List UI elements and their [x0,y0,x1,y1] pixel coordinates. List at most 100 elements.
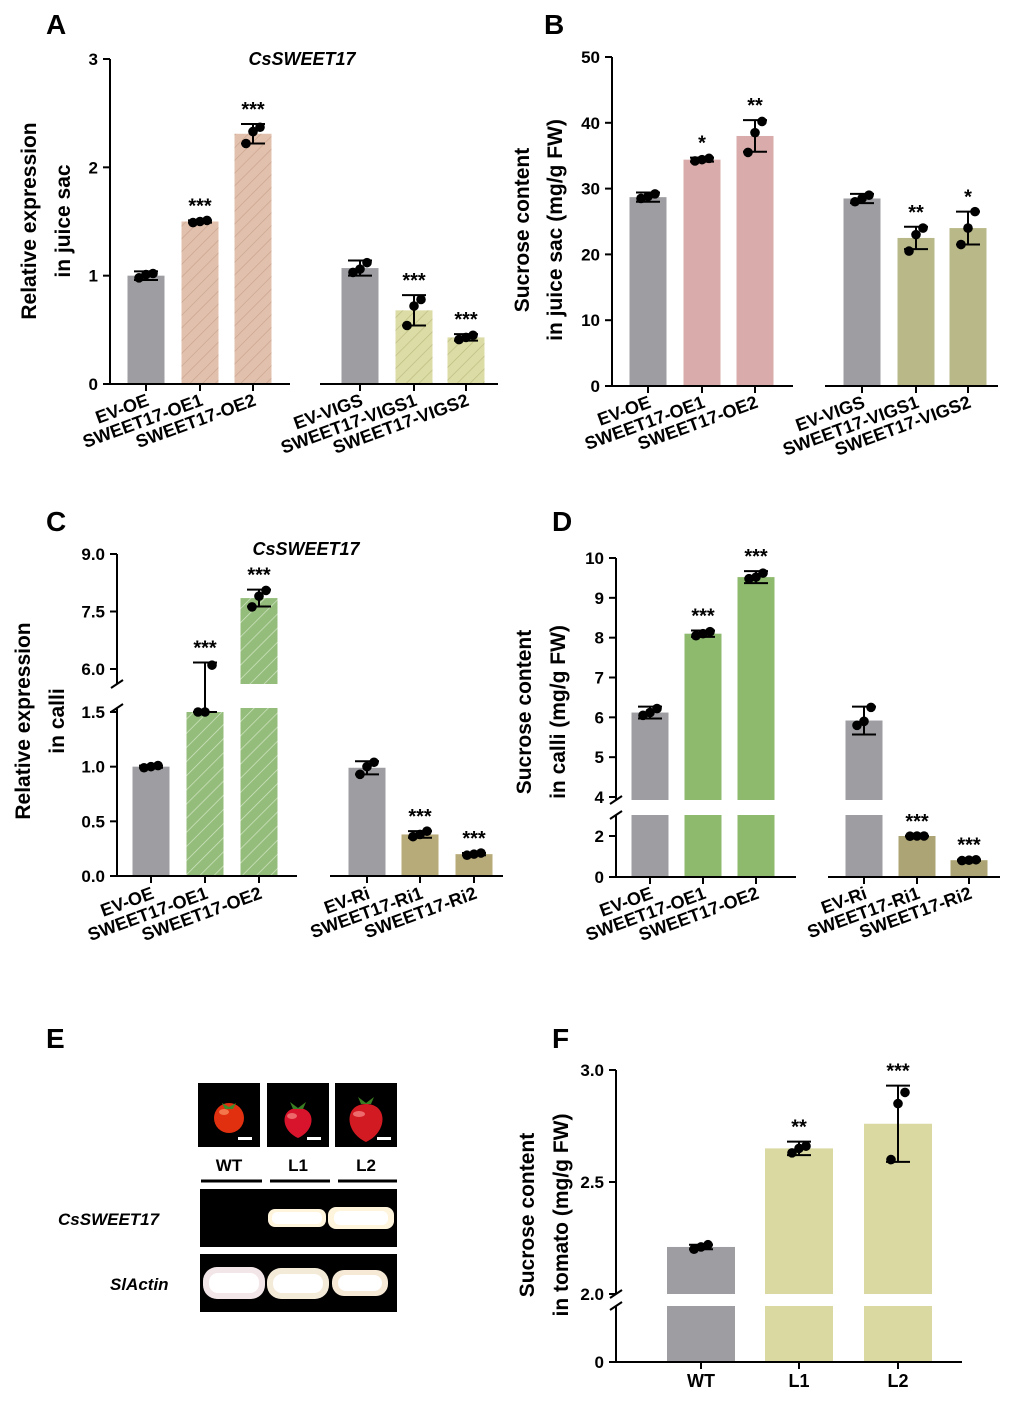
chart-a-bar-sweet17-oe1 [181,221,219,384]
panel-letter-f: F [552,1023,569,1054]
gel-panel: WT L1 L2 CsSWEET17 SlActin [58,1083,397,1312]
chart-c-axis-break-mark [110,703,124,713]
chart-c-y-tick-label: 0.5 [81,812,105,831]
panel-letter-a: A [46,9,66,40]
chart-d-point-sweet17-ri1 [919,831,929,841]
chart-a-y-tick-label: 3 [89,50,98,69]
chart-c-point-ev-ri [362,761,372,772]
chart-f-category-label-l1: L1 [788,1371,809,1391]
chart-b-bar-ev-oe [629,197,667,386]
chart-b-y-tick-label: 10 [581,311,600,330]
chart-c-point-sweet17-oe2 [254,591,264,601]
chart-f-bar-wt [667,1246,735,1294]
chart-c-bar-sweet17-oe2 [240,598,278,684]
chart-c-bar-sweet17-ri2 [455,854,493,876]
chart-c-y-tick-label: 0.0 [81,867,105,886]
chart-c-y-tick-label: 6.0 [81,660,105,679]
chart-c: ************0.00.51.01.56.07.59.0EV-OESW… [12,539,503,945]
chart-d-y-tick-label: 6 [595,708,604,727]
chart-f-significance-l1: ** [791,1117,807,1139]
chart-f-point-wt [703,1239,713,1250]
chart-f-point-l1 [801,1141,811,1151]
chart-a-significance-sweet17-vigs2: *** [454,309,478,331]
chart-d-bar-ev-oe [631,712,669,800]
chart-c-y-tick-label: 7.5 [81,603,105,622]
chart-a: ************0123EV-OESWEET17-OE1SWEET17-… [18,49,498,458]
chart-c-y-tick-label: 9.0 [81,545,105,564]
chart-c-axis-break-mark [110,679,124,689]
chart-c-y-tick-label: 1.0 [81,758,105,777]
chart-a-point-sweet17-vigs1 [402,320,412,331]
chart-c-point-ev-ri [369,757,379,768]
chart-b-point-ev-vigs [864,190,874,200]
chart-d-point-sweet17-ri2 [971,854,981,865]
chart-f-bar-l1 [765,1148,833,1294]
chart-a-title: CsSWEET17 [248,49,356,69]
chart-d-point-sweet17-oe2 [758,568,768,578]
chart-d: ************0245678910EV-OESWEET17-OE1SW… [513,546,1000,945]
tomato-photo-l2 [335,1083,397,1147]
chart-b-bar-sweet17-vigs1 [897,237,935,386]
chart-f-y-tick-label: 2.0 [580,1285,604,1304]
panel-letter-c: C [46,506,66,537]
chart-a-significance-sweet17-oe2: *** [241,99,265,121]
chart-f-significance-l2: *** [886,1061,910,1083]
chart-c-point-ev-oe [153,760,163,771]
chart-d-point-sweet17-ri2 [957,855,967,866]
chart-b-y-tick-label: 0 [591,377,600,396]
chart-b-bar-sweet17-oe1 [683,159,721,386]
chart-f-y-axis-title: in tomato (mg/g FW) [550,1114,573,1317]
panel-letter-d: D [552,506,572,537]
chart-d-significance-sweet17-oe2: *** [744,546,768,568]
chart-d-point-sweet17-ri1 [912,831,922,841]
chart-f-point-l1 [787,1148,797,1158]
chart-d-significance-sweet17-ri1: *** [905,811,929,833]
chart-d-y-tick-label: 9 [595,589,604,608]
chart-b-point-sweet17-oe1 [704,153,714,164]
chart-a-point-sweet17-vigs2 [468,330,478,341]
chart-a-bar-ev-vigs [341,268,379,384]
chart-c-y-axis-title: Relative expression [12,622,35,819]
chart-a-point-ev-vigs [362,257,372,268]
chart-f-category-label-l2: L2 [887,1371,908,1391]
chart-d-significance-sweet17-oe1: *** [691,605,715,627]
chart-c-point-sweet17-ri2 [476,848,486,858]
chart-f-y-tick-label: 2.5 [580,1173,604,1192]
gel-row-label-slactin: SlActin [110,1275,169,1294]
chart-c-bar-sweet17-ri1 [401,834,439,876]
chart-b-point-sweet17-oe2 [757,116,767,127]
chart-a-y-tick-label: 1 [89,267,98,286]
chart-c-point-sweet17-oe1 [193,707,203,717]
chart-c-significance-sweet17-oe1: *** [193,637,217,659]
chart-d-y-axis-title: Sucrose content [513,630,536,795]
chart-a-point-sweet17-vigs1 [416,294,426,305]
chart-b: ******01020304050EV-OESWEET17-OE1SWEET17… [511,48,998,460]
chart-c-point-sweet17-oe2 [261,585,271,596]
chart-b-point-sweet17-vigs2 [970,206,980,217]
chart-b-point-ev-oe [650,189,660,199]
chart-f-bar-l2-lower [864,1306,932,1362]
chart-d-y-tick-label: 2 [595,827,604,846]
panel-letter-e: E [46,1023,65,1054]
chart-d-point-sweet17-oe2 [751,572,761,582]
chart-a-point-sweet17-oe1 [202,215,212,226]
chart-f-point-l2 [886,1154,896,1165]
chart-d-bar-sweet17-oe2-lower [737,815,775,877]
chart-f-y-axis-title: Sucrose content [516,1133,539,1298]
chart-c-y-axis-title: in calli [46,688,69,753]
chart-a-significance-sweet17-vigs1: *** [402,270,426,292]
chart-d-y-axis-title: in calli (mg/g FW) [547,625,570,799]
chart-c-significance-sweet17-ri1: *** [408,806,432,828]
chart-a-point-ev-oe [148,268,158,279]
chart-d-bar-ev-oe-lower [631,815,669,877]
chart-f-y-tick-label: 0 [595,1353,604,1372]
lane-label-l2: L2 [356,1156,376,1175]
chart-d-y-tick-label: 8 [595,629,604,648]
chart-b-point-sweet17-vigs1 [904,246,914,256]
chart-d-axis-break-mark [609,795,623,805]
chart-a-point-ev-vigs [355,264,365,274]
chart-d-point-sweet17-ri1 [905,831,915,842]
chart-b-y-tick-label: 40 [581,114,600,133]
chart-f-axis-break-mark [609,1301,623,1311]
chart-c-significance-sweet17-oe2: *** [247,565,271,587]
